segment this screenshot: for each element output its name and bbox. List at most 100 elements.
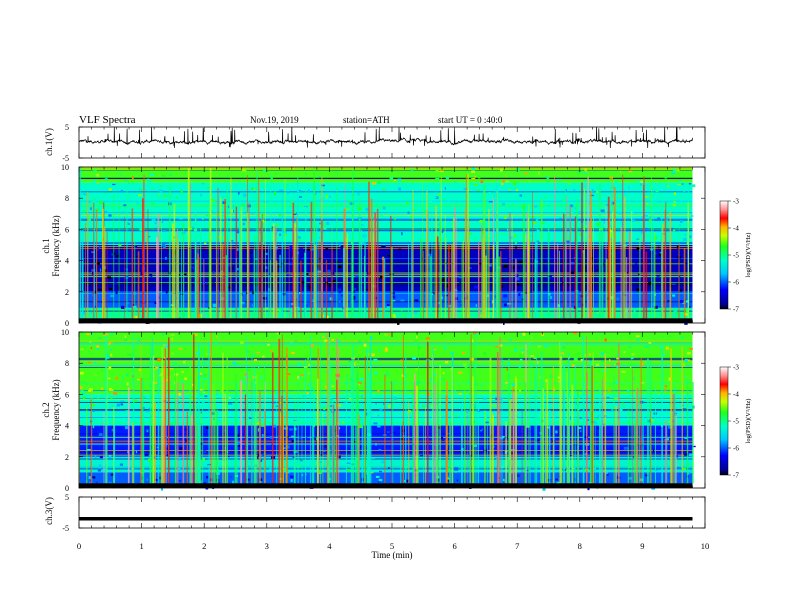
ch2-spectrogram-cell (376, 414, 379, 417)
ch2-spectrogram-cell (282, 408, 287, 410)
ch2-spectrogram-cell (91, 403, 96, 407)
ch2-spectrogram-cell (117, 469, 121, 472)
ch1-spectrogram-streak (217, 187, 219, 319)
ch2-spectrogram-cell (206, 426, 209, 429)
ch2-spectrogram-y-tick-label: 2 (65, 453, 69, 462)
ch1-spectrogram-cell (305, 304, 308, 308)
ch1-spectrogram-cell (250, 252, 253, 254)
ch2-spectrogram-streak (163, 365, 165, 484)
ch2-spectrogram-cell (300, 374, 304, 376)
ch1-spectrogram-streak (126, 189, 128, 319)
ch1-spectrogram-cell (420, 257, 423, 261)
ch2-spectrogram-cell (572, 467, 575, 470)
ch2-spectrogram-cell (437, 426, 441, 429)
ch1-spectrogram-cell (505, 175, 507, 178)
ch2-spectrogram-cell (289, 428, 293, 431)
ch1-spectrogram-streak (576, 198, 578, 319)
ch2-spectrogram-cell (348, 360, 351, 363)
ch1-spectrogram-cell (673, 169, 677, 173)
ch1-spectrogram-cell (282, 308, 286, 310)
time-axis-tick-label: 5 (390, 541, 394, 551)
ch2-spectrogram-cell (593, 421, 598, 425)
ch2-spectrogram-streak (235, 373, 237, 484)
ch1-spectrogram-cell (646, 202, 649, 205)
ch2-spectrogram-cell (473, 405, 477, 409)
ch1-spectrogram-cell (408, 258, 413, 262)
ch1-spectrogram-cell (210, 198, 214, 200)
ch2-spectrogram-cell (522, 356, 525, 359)
ch1-spectrogram-cell (670, 172, 676, 175)
ch2-spectrogram-streak (240, 380, 243, 484)
ch2-spectrogram-cell (243, 417, 246, 420)
ch2-spectrogram-cell (254, 381, 257, 385)
ch1-spectrogram-cell (631, 308, 635, 310)
ch2-spectrogram-cell (378, 478, 383, 482)
ch2-spectrogram-streak (332, 404, 335, 484)
ch1-spectrogram-cell (503, 266, 508, 268)
ch3-waveform-y-tick-label: 5 (65, 493, 69, 502)
ch2-spectrogram-cell (179, 447, 184, 450)
ch1-spectrogram-cell (183, 273, 187, 276)
ch2-spectrogram-cell (640, 444, 644, 448)
ch1-spectrogram-cell (441, 296, 443, 300)
ch2-spectrogram-cell (79, 386, 83, 389)
time-axis-tick-label: 0 (77, 541, 81, 551)
ch2-spectrogram-cell (536, 386, 539, 388)
ch2-spectrogram-cell (154, 478, 159, 482)
ch1-spectrogram-cell (500, 232, 503, 234)
ch1-spectrogram-streak (173, 203, 176, 319)
ch1-spectrogram-streak (305, 190, 307, 319)
ch2-spectrogram-streak (563, 364, 566, 484)
ch1-spectrogram-cell (392, 299, 396, 302)
ch2-spectrogram-cell (176, 449, 178, 452)
ch1-spectrogram-cell (148, 236, 151, 238)
ch2-spectrogram-cell (179, 402, 182, 404)
ch1-spectrogram-cell (633, 309, 636, 312)
ch1-spectrogram-streak (622, 231, 625, 319)
ch1-spectrogram-cell (503, 294, 508, 298)
ch1-spectrogram-cell (94, 173, 97, 176)
ch1-spectrogram-streak (408, 243, 410, 319)
ch2-spectrogram-cell (381, 460, 384, 464)
ch1-spectrogram-streak (427, 210, 429, 319)
ch1-spectrogram-cell (676, 311, 678, 315)
ch1-spectrogram-cell (138, 187, 141, 190)
ch1-spectrogram-cell (680, 300, 684, 303)
ch2-spectrogram-cell (522, 332, 526, 336)
ch1-spectrogram-stripe (79, 301, 693, 303)
ch2-spectrogram-cell (667, 438, 670, 441)
ch1-spectrogram-cell (592, 189, 594, 193)
ch2-spectrogram-stripe (79, 466, 693, 468)
ch2-spectrogram-cell (264, 451, 268, 453)
ch1-spectrogram-cell (649, 216, 653, 220)
ch2-spectrogram-cell (290, 475, 294, 479)
ch2-spectrogram-cell (495, 397, 497, 401)
ch2-spectrogram-streak (418, 341, 419, 484)
ch2-spectrogram-cell (675, 454, 678, 458)
ch2-spectrogram-cell (102, 469, 107, 472)
ch1-spectrogram-cell (410, 216, 413, 220)
ch1-spectrogram-floor (79, 318, 693, 323)
ch2-spectrogram-cell (290, 351, 295, 355)
ch2-spectrogram-streak (317, 378, 319, 484)
ch2-spectrogram-cell (535, 396, 540, 399)
ch1-spectrogram-stripe (79, 285, 693, 287)
ch2-spectrogram-cell (606, 364, 611, 367)
ch1-spectrogram-cell (306, 273, 309, 275)
ch1-spectrogram-cell (299, 196, 303, 198)
ch2-spectrogram-cell (456, 479, 459, 482)
ch2-spectrogram-streak (91, 390, 93, 484)
ch1-spectrogram-cell (459, 282, 462, 285)
ch1-spectrogram-cell (469, 232, 473, 235)
ch1-spectrogram-cell (135, 267, 138, 270)
ch2-spectrogram-cell (580, 358, 583, 362)
ch1-spectrogram-stripe (79, 230, 693, 232)
ch2-spectrogram-cell (682, 407, 687, 410)
ch1-spectrogram-streak (239, 193, 241, 319)
ch2-spectrogram-colorbar-tick-label: -5 (733, 418, 739, 426)
ch2-spectrogram-cell (445, 360, 449, 364)
ch2-spectrogram-streak (546, 393, 548, 484)
ch1-spectrogram-cell (326, 221, 330, 226)
ch1-spectrogram-cell (211, 199, 216, 202)
ch2-spectrogram-cell (108, 389, 111, 393)
